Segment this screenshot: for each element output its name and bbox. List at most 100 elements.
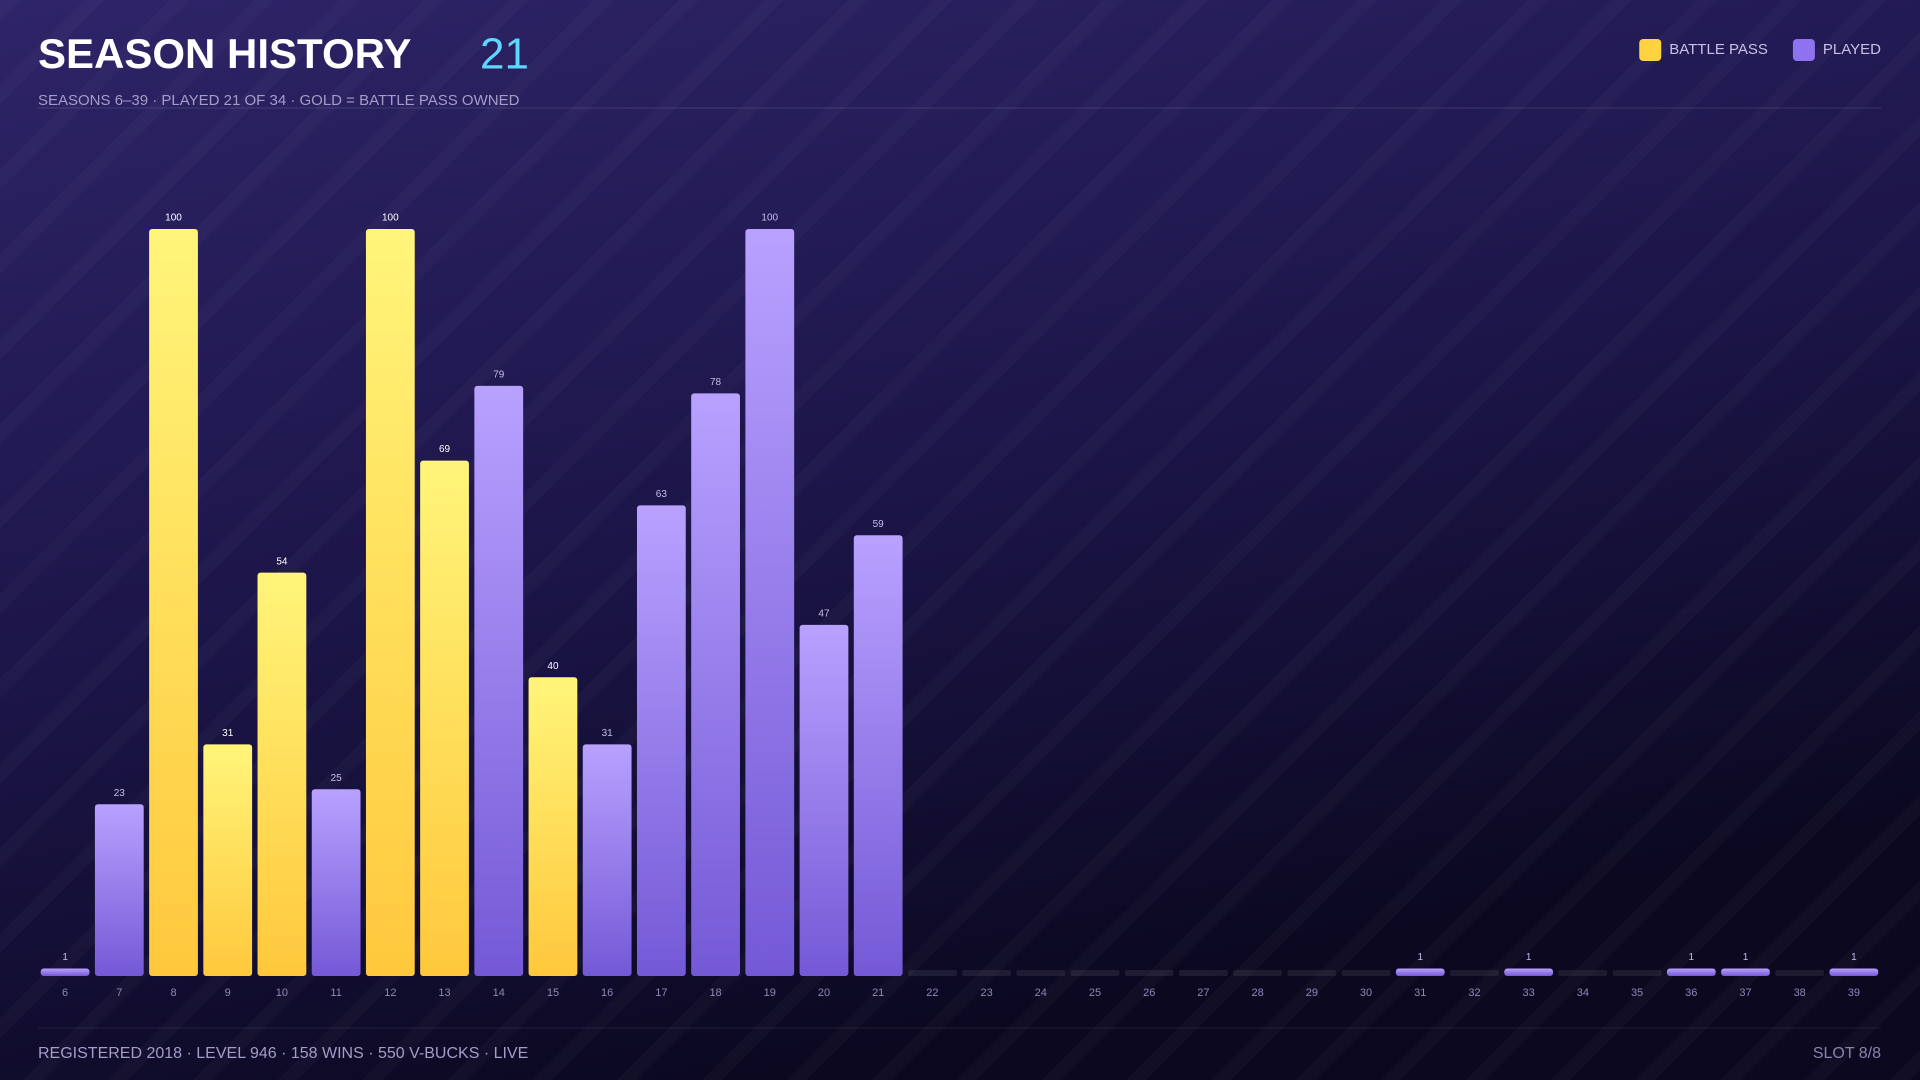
bar — [474, 385, 524, 976]
x-tick-label: 35 — [1631, 987, 1643, 999]
legend-swatch — [1792, 39, 1815, 61]
x-tick-label: 32 — [1468, 987, 1480, 999]
empty-slot — [1124, 970, 1174, 976]
x-tick-label: 15 — [547, 987, 559, 999]
title-count: 21 — [480, 30, 529, 79]
bar — [40, 968, 90, 976]
empty-slot — [1558, 970, 1608, 976]
empty-slot — [1341, 970, 1391, 976]
bar — [1504, 968, 1554, 976]
x-tick-label: 8 — [170, 987, 176, 999]
x-tick-label: 13 — [438, 987, 450, 999]
value-label: 63 — [656, 489, 668, 500]
footer-info: REGISTERED 2018 · LEVEL 946 · 158 WINS ·… — [38, 1045, 528, 1062]
empty-slot — [1233, 970, 1283, 976]
bar — [799, 624, 849, 976]
bar — [311, 789, 361, 976]
x-tick-label: 25 — [1089, 987, 1101, 999]
x-tick-label: 17 — [655, 987, 667, 999]
x-tick-label: 12 — [384, 987, 396, 999]
bar — [1395, 968, 1445, 976]
title: SEASON HISTORY — [38, 30, 411, 77]
value-label: 1 — [1417, 952, 1423, 963]
x-tick-label: 18 — [709, 987, 721, 999]
empty-slot — [1775, 970, 1825, 976]
value-label: 1 — [1688, 952, 1694, 963]
value-label: 1 — [1526, 952, 1532, 963]
bar — [1666, 968, 1716, 976]
bar — [420, 460, 469, 976]
empty-slot — [1612, 970, 1662, 976]
x-tick-label: 11 — [330, 987, 341, 999]
empty-slot — [908, 970, 957, 976]
value-label: 1 — [1851, 952, 1857, 963]
x-tick-label: 27 — [1197, 987, 1209, 999]
bar — [636, 505, 686, 976]
value-label: 1 — [62, 952, 68, 963]
x-tick-label: 39 — [1848, 987, 1860, 999]
value-label: 47 — [818, 609, 830, 620]
x-tick-label: 24 — [1035, 987, 1047, 999]
x-tick-label: 14 — [493, 987, 505, 999]
empty-slot — [1179, 970, 1228, 976]
bar — [1829, 968, 1879, 976]
x-tick-label: 33 — [1523, 987, 1535, 999]
footer-slot: SLOT 8/8 — [1813, 1045, 1881, 1062]
value-label: 69 — [439, 444, 451, 455]
bar — [94, 804, 144, 976]
value-label: 59 — [873, 519, 885, 530]
legend-swatch — [1639, 39, 1662, 61]
legend-label: PLAYED — [1823, 41, 1881, 58]
x-tick-label: 6 — [62, 987, 68, 999]
value-label: 100 — [382, 213, 399, 224]
x-tick-label: 30 — [1360, 987, 1372, 999]
empty-slot — [1070, 970, 1120, 976]
bar — [203, 744, 253, 976]
value-label: 100 — [165, 213, 182, 224]
value-label: 79 — [493, 370, 505, 381]
x-tick-label: 10 — [276, 987, 288, 999]
x-tick-label: 37 — [1739, 987, 1751, 999]
x-tick-label: 28 — [1252, 987, 1264, 999]
bar — [528, 677, 578, 976]
x-tick-label: 16 — [601, 987, 613, 999]
value-label: 31 — [222, 728, 234, 739]
x-tick-label: 23 — [980, 987, 992, 999]
x-tick-label: 29 — [1306, 987, 1318, 999]
value-label: 40 — [547, 661, 559, 672]
bar — [1721, 968, 1770, 976]
x-tick-label: 19 — [764, 987, 776, 999]
bar — [853, 535, 903, 976]
x-tick-label: 7 — [116, 987, 122, 999]
empty-slot — [1450, 970, 1499, 976]
empty-slot — [962, 970, 1011, 976]
empty-slot — [1287, 970, 1337, 976]
x-tick-label: 38 — [1794, 987, 1806, 999]
value-label: 78 — [710, 377, 722, 388]
x-tick-label: 26 — [1143, 987, 1155, 999]
value-label: 1 — [1743, 952, 1749, 963]
value-label: 23 — [114, 788, 126, 799]
x-tick-label: 22 — [926, 987, 938, 999]
bar — [745, 229, 795, 976]
bar — [582, 744, 632, 976]
bar — [365, 229, 415, 976]
bar — [691, 393, 740, 977]
bar — [149, 229, 198, 976]
empty-slot — [1016, 970, 1066, 976]
x-tick-label: 9 — [225, 987, 231, 999]
value-label: 100 — [761, 213, 778, 224]
bar — [257, 572, 307, 976]
subtitle: SEASONS 6–39 · PLAYED 21 OF 34 · GOLD = … — [38, 92, 520, 109]
value-label: 25 — [331, 773, 343, 784]
value-label: 31 — [602, 728, 614, 739]
x-tick-label: 20 — [818, 987, 830, 999]
x-tick-label: 31 — [1414, 987, 1426, 999]
legend-label: BATTLE PASS — [1669, 41, 1768, 58]
value-label: 54 — [276, 556, 288, 567]
x-tick-label: 21 — [872, 987, 884, 999]
x-tick-label: 34 — [1577, 987, 1589, 999]
x-tick-label: 36 — [1685, 987, 1697, 999]
